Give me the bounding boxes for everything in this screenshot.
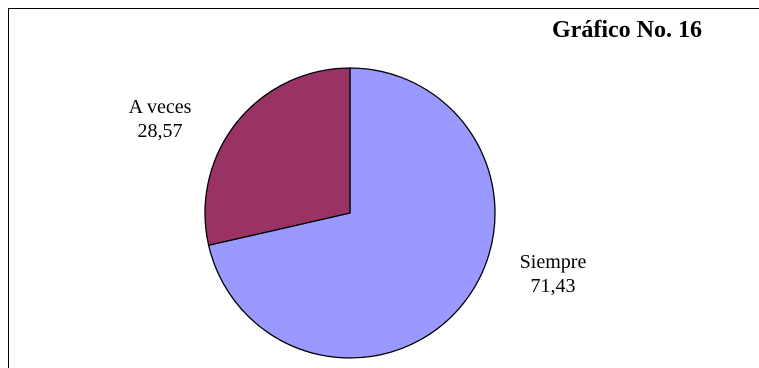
chart-title: Gráfico No. 16: [552, 17, 702, 43]
pie-slice-a-veces: [204, 67, 351, 247]
slice-label-a-veces-name: A veces: [128, 96, 192, 118]
slice-label-a-veces-value: 28,57: [137, 120, 183, 142]
slice-label-siempre-value: 71,43: [530, 275, 576, 297]
slice-label-siempre: Siempre 71,43: [501, 250, 605, 298]
slice-label-siempre-name: Siempre: [519, 251, 587, 273]
pie-slice-siempre: [207, 67, 496, 359]
slice-label-a-veces: A veces 28,57: [112, 95, 208, 143]
